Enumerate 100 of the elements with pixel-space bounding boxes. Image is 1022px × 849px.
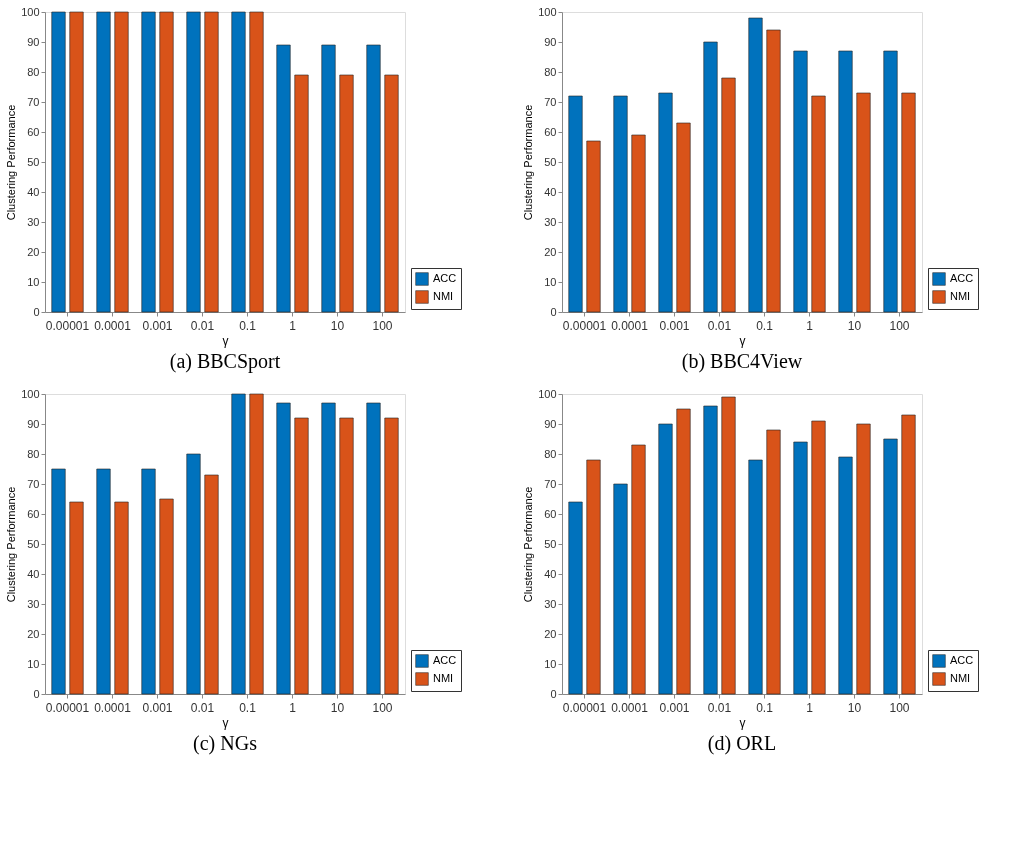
- y-tick-label: 20: [27, 245, 40, 258]
- y-tick-label: 0: [550, 305, 557, 318]
- bar: [186, 11, 201, 313]
- x-tick-label: 10: [847, 700, 862, 715]
- x-tick-label: 100: [372, 700, 393, 715]
- bar: [721, 77, 736, 313]
- bar: [811, 420, 826, 695]
- y-tick-label: 100: [538, 5, 557, 18]
- y-axis-title: Clustering Performance: [5, 104, 18, 221]
- x-tick-label: 0.001: [659, 700, 690, 715]
- bar: [676, 122, 691, 313]
- y-tick-label: 40: [27, 567, 40, 580]
- bar: [321, 44, 336, 313]
- legend-label: ACC: [433, 272, 457, 284]
- bar: [339, 74, 354, 313]
- y-tick-label: 70: [544, 477, 557, 490]
- bar: [703, 405, 718, 695]
- bar: [631, 134, 646, 313]
- bar: [883, 50, 898, 313]
- x-tick-label: 0.01: [190, 700, 215, 715]
- bar: [159, 498, 174, 695]
- bar: [703, 41, 718, 313]
- y-tick-label: 10: [27, 275, 40, 288]
- bar: [856, 92, 871, 313]
- bar: [883, 438, 898, 695]
- x-tick-label: 0.001: [142, 700, 173, 715]
- y-tick-label: 20: [544, 245, 557, 258]
- x-axis-title: γ: [222, 333, 229, 348]
- y-tick-label: 20: [544, 627, 557, 640]
- y-tick-label: 100: [21, 387, 40, 400]
- bar: [141, 468, 156, 695]
- y-axis-title: Clustering Performance: [522, 486, 535, 603]
- y-tick-label: 0: [550, 687, 557, 700]
- bar: [69, 501, 84, 695]
- bar: [294, 74, 309, 313]
- bar: [51, 468, 66, 695]
- y-tick-label: 0: [33, 687, 40, 700]
- y-tick-label: 40: [27, 185, 40, 198]
- y-tick-label: 10: [544, 657, 557, 670]
- bar: [69, 11, 84, 313]
- bar: [901, 92, 916, 313]
- legend-label: NMI: [950, 290, 971, 302]
- y-tick-label: 10: [27, 657, 40, 670]
- y-tick-label: 30: [544, 597, 557, 610]
- y-tick-label: 90: [27, 35, 40, 48]
- x-tick-label: 0.00001: [45, 700, 90, 715]
- x-tick-label: 0.1: [756, 318, 774, 333]
- x-tick-label: 0.01: [707, 318, 732, 333]
- bar: [586, 140, 601, 313]
- x-tick-label: 100: [372, 318, 393, 333]
- bar: [748, 17, 763, 313]
- y-tick-label: 80: [544, 447, 557, 460]
- legend-label: ACC: [433, 654, 457, 666]
- bar: [811, 95, 826, 313]
- bar: [631, 444, 646, 695]
- y-tick-label: 50: [544, 537, 557, 550]
- bar: [51, 11, 66, 313]
- bar: [838, 50, 853, 313]
- y-tick-label: 100: [538, 387, 557, 400]
- legend-label: ACC: [950, 654, 974, 666]
- bar: [294, 417, 309, 695]
- bar: [766, 29, 781, 313]
- y-tick-label: 90: [544, 35, 557, 48]
- bar: [676, 408, 691, 695]
- bar: [568, 95, 583, 313]
- y-tick-label: 100: [21, 5, 40, 18]
- bar: [141, 11, 156, 313]
- y-tick-label: 60: [27, 125, 40, 138]
- y-tick-label: 90: [27, 417, 40, 430]
- y-tick-label: 80: [27, 65, 40, 78]
- bar: [793, 441, 808, 695]
- bar: [658, 423, 673, 695]
- x-tick-label: 0.01: [707, 700, 732, 715]
- x-tick-label: 1: [289, 700, 297, 715]
- y-tick-label: 50: [544, 155, 557, 168]
- text: (c) NGs: [193, 732, 258, 755]
- y-tick-label: 50: [27, 537, 40, 550]
- bar: [366, 44, 381, 313]
- y-tick-label: 50: [27, 155, 40, 168]
- bar: [748, 459, 763, 695]
- y-tick-label: 60: [27, 507, 40, 520]
- legend-label: NMI: [950, 672, 971, 684]
- y-tick-label: 30: [27, 597, 40, 610]
- bar: [231, 11, 246, 313]
- y-tick-label: 60: [544, 125, 557, 138]
- bar: [793, 50, 808, 313]
- bar: [249, 393, 264, 695]
- bar: [186, 453, 201, 695]
- y-axis-title: Clustering Performance: [5, 486, 18, 603]
- bar: [114, 501, 129, 695]
- y-tick-label: 80: [27, 447, 40, 460]
- y-tick-label: 40: [544, 567, 557, 580]
- x-tick-label: 0.00001: [562, 318, 607, 333]
- y-tick-label: 0: [33, 305, 40, 318]
- bar: [586, 459, 601, 695]
- bar: [384, 74, 399, 313]
- x-tick-label: 0.1: [239, 700, 257, 715]
- bar: [901, 414, 916, 695]
- bar: [231, 393, 246, 695]
- legend-label: NMI: [433, 290, 454, 302]
